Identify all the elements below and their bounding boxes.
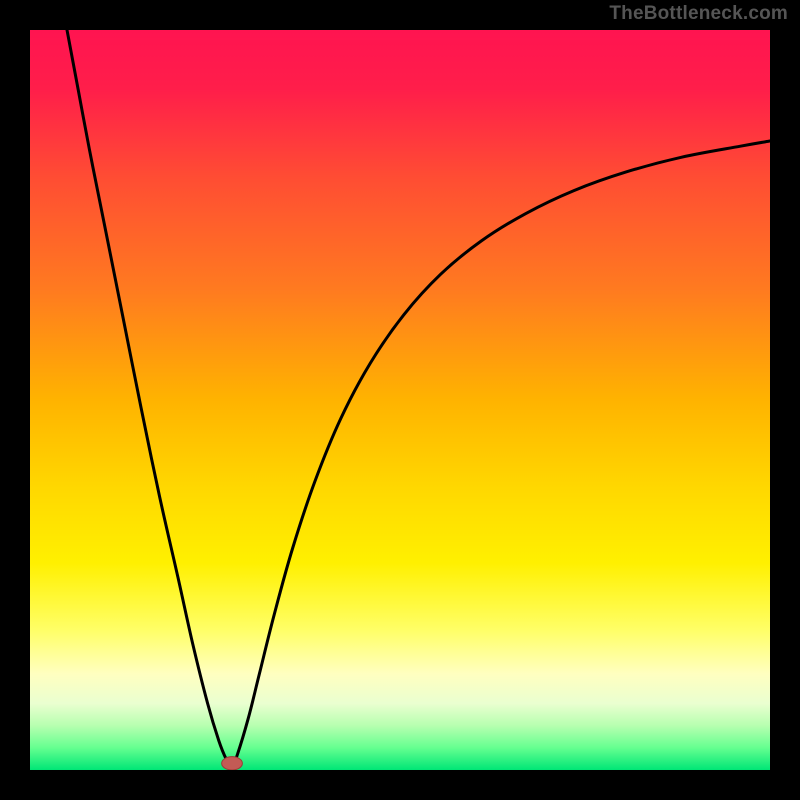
minimum-marker — [222, 757, 243, 770]
plot-area — [30, 30, 770, 770]
watermark-text: TheBottleneck.com — [609, 3, 788, 25]
curve-layer — [30, 30, 770, 770]
bottleneck-curve — [67, 30, 770, 767]
